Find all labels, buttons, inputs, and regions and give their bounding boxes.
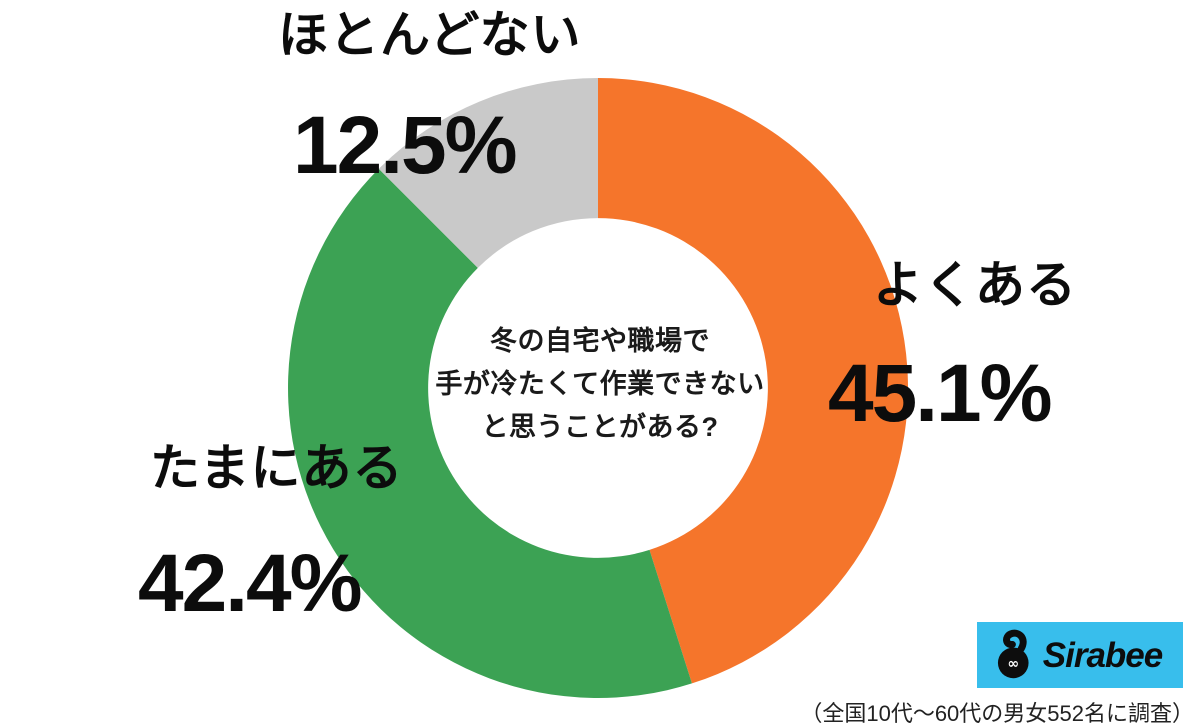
sirabee-logo-text: Sirabee (1042, 635, 1163, 675)
slice-value-yokuaru: 45.1% (828, 348, 1053, 439)
slice-label-hotondonai: ほとんどない (278, 7, 582, 63)
slice-label-yokuaru: よくある (873, 257, 1077, 313)
sirabee-logo: ∞ Sirabee (977, 622, 1183, 688)
slice-value-tamani: 42.4% (138, 538, 363, 629)
slice-value-hotondonai: 12.5% (293, 100, 518, 191)
slice-label-tamani: たまにある (150, 440, 404, 496)
donut-slice-1 (288, 168, 692, 698)
donut-slice-2 (378, 78, 598, 268)
chart-question: 冬の自宅や職場で 手が冷たくて作業できない と思うことがある? (300, 320, 900, 449)
chart-question-line-1: 冬の自宅や職場で (490, 326, 710, 356)
survey-footnote: （全国10代〜60代の男女552名に調査） (800, 701, 1194, 726)
svg-text:∞: ∞ (1007, 656, 1019, 672)
chart-question-line-2: 手が冷たくて作業できない (435, 369, 765, 399)
sirabee-blob-icon: ∞ (997, 629, 1029, 679)
chart-question-line-3: と思うことがある? (481, 412, 719, 442)
donut-slice-0 (598, 78, 908, 684)
